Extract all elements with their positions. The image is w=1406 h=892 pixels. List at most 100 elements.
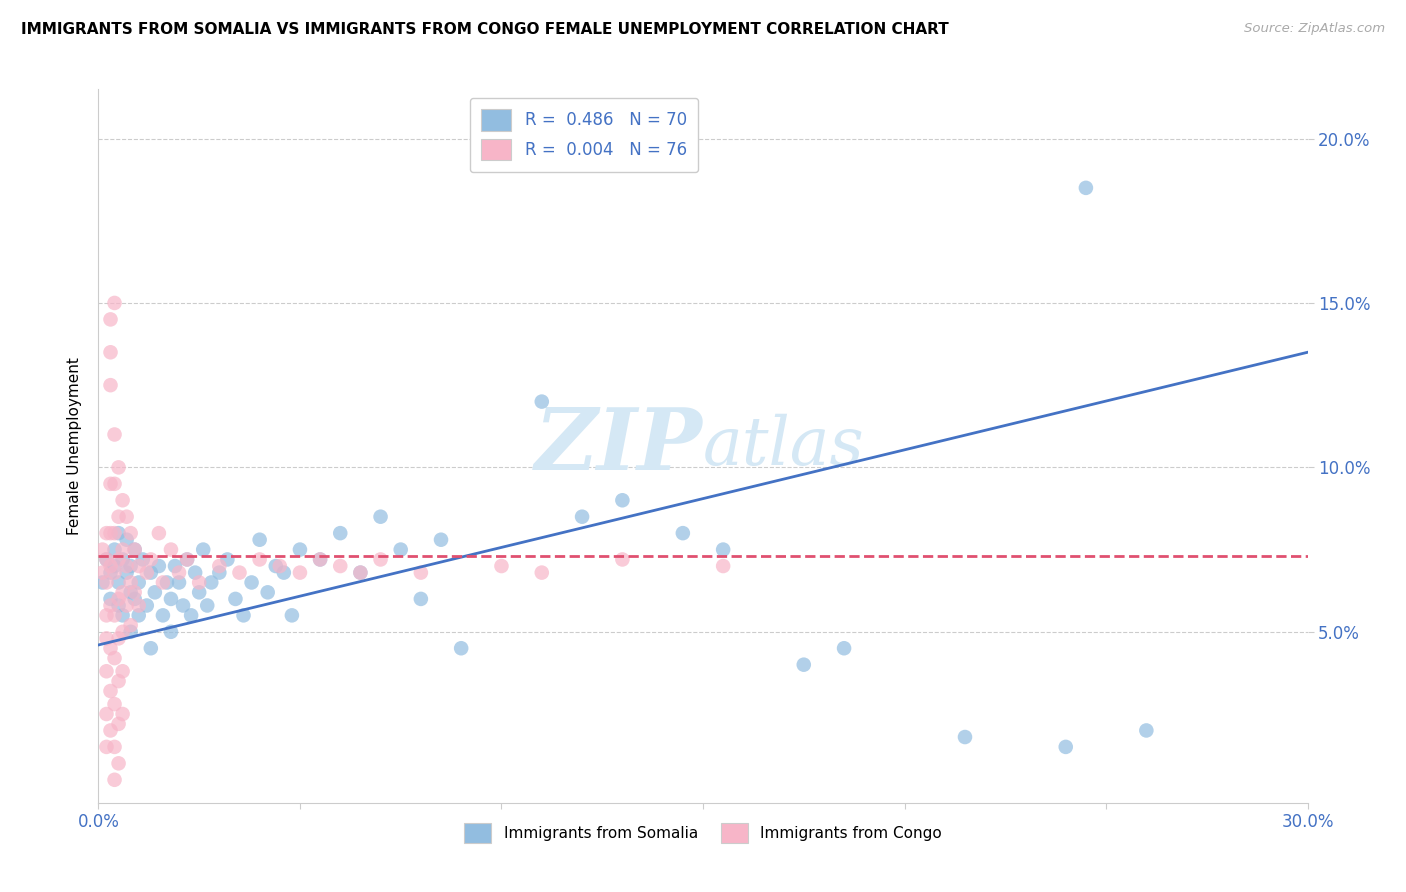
Point <box>228 566 250 580</box>
Point <box>309 552 332 566</box>
Point <box>409 591 432 606</box>
Point <box>269 559 291 574</box>
Point <box>103 772 125 787</box>
Point <box>208 566 231 580</box>
Point <box>612 493 634 508</box>
Point <box>100 599 122 613</box>
Point <box>115 599 138 613</box>
Point <box>256 585 278 599</box>
Point <box>100 312 122 326</box>
Point <box>143 585 166 599</box>
Point <box>115 509 138 524</box>
Point <box>530 566 553 580</box>
Point <box>172 599 194 613</box>
Point <box>132 552 155 566</box>
Point <box>107 632 129 646</box>
Point <box>188 575 211 590</box>
Point <box>111 493 134 508</box>
Point <box>309 552 332 566</box>
Point <box>349 566 371 580</box>
Point <box>96 739 118 754</box>
Point <box>124 542 146 557</box>
Point <box>370 509 392 524</box>
Point <box>100 526 122 541</box>
Point <box>111 542 134 557</box>
Point <box>100 723 122 738</box>
Point <box>103 697 125 711</box>
Point <box>160 591 183 606</box>
Point <box>103 476 125 491</box>
Point <box>103 542 125 557</box>
Point <box>96 706 118 721</box>
Point <box>160 542 183 557</box>
Point <box>103 566 125 580</box>
Point <box>100 378 122 392</box>
Point <box>115 533 138 547</box>
Point <box>148 559 170 574</box>
Point <box>249 533 271 547</box>
Point <box>208 559 231 574</box>
Point <box>111 624 134 639</box>
Point <box>832 641 855 656</box>
Point <box>184 566 207 580</box>
Point <box>107 599 129 613</box>
Point <box>612 552 634 566</box>
Point <box>167 575 190 590</box>
Point <box>100 559 122 574</box>
Point <box>450 641 472 656</box>
Point <box>139 641 162 656</box>
Point <box>96 632 118 646</box>
Point <box>107 526 129 541</box>
Point <box>195 599 218 613</box>
Point <box>139 566 162 580</box>
Point <box>107 552 129 566</box>
Point <box>188 585 211 599</box>
Point <box>163 559 186 574</box>
Point <box>264 559 287 574</box>
Point <box>100 684 122 698</box>
Point <box>1135 723 1157 738</box>
Point <box>107 591 129 606</box>
Point <box>152 575 174 590</box>
Point <box>124 542 146 557</box>
Point <box>120 575 142 590</box>
Point <box>193 542 215 557</box>
Point <box>409 566 432 580</box>
Point <box>100 641 122 656</box>
Point <box>103 559 125 574</box>
Point <box>107 460 129 475</box>
Point <box>91 566 114 580</box>
Point <box>120 526 142 541</box>
Point <box>111 585 134 599</box>
Point <box>96 526 118 541</box>
Point <box>96 575 118 590</box>
Point <box>152 608 174 623</box>
Y-axis label: Female Unemployment: Female Unemployment <box>67 357 83 535</box>
Point <box>96 608 118 623</box>
Point <box>240 575 263 590</box>
Point <box>672 526 695 541</box>
Point <box>111 552 134 566</box>
Point <box>107 509 129 524</box>
Point <box>288 542 311 557</box>
Point <box>430 533 453 547</box>
Point <box>281 608 304 623</box>
Legend: Immigrants from Somalia, Immigrants from Congo: Immigrants from Somalia, Immigrants from… <box>458 817 948 848</box>
Point <box>160 624 183 639</box>
Point <box>103 427 125 442</box>
Point <box>1074 181 1097 195</box>
Point <box>530 394 553 409</box>
Point <box>124 585 146 599</box>
Point <box>349 566 371 580</box>
Point <box>91 575 114 590</box>
Point <box>124 591 146 606</box>
Point <box>571 509 593 524</box>
Point <box>103 651 125 665</box>
Point <box>491 559 513 574</box>
Point <box>100 591 122 606</box>
Text: IMMIGRANTS FROM SOMALIA VS IMMIGRANTS FROM CONGO FEMALE UNEMPLOYMENT CORRELATION: IMMIGRANTS FROM SOMALIA VS IMMIGRANTS FR… <box>21 22 949 37</box>
Point <box>288 566 311 580</box>
Point <box>329 526 352 541</box>
Point <box>249 552 271 566</box>
Point <box>176 552 198 566</box>
